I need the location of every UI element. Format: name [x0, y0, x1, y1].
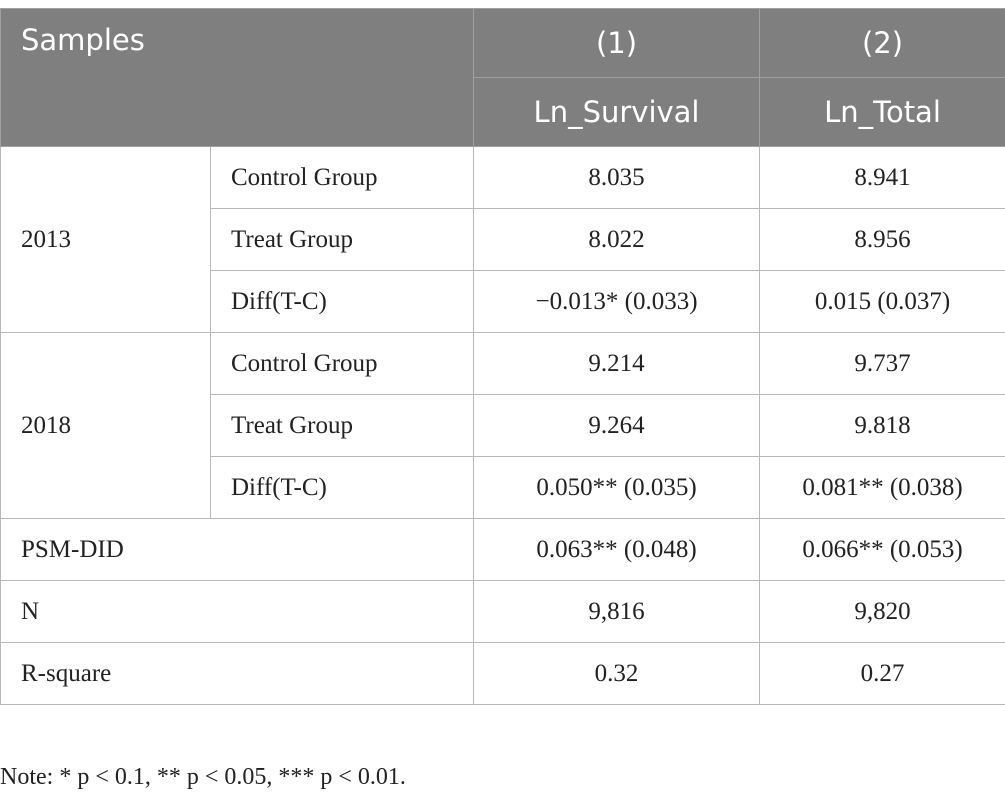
table-row: R-square 0.32 0.27: [0, 642, 1005, 705]
header-samples: Samples: [0, 8, 475, 147]
table-body: 2013 Control Group 8.035 8.941 Treat Group 8.…: [0, 146, 1005, 705]
table-row: Treat Group 9.264 9.818: [1, 394, 1005, 457]
table-row: N 9,816 9,820: [0, 580, 1005, 643]
table-row: PSM-DID 0.063** (0.048) 0.066** (0.053): [0, 518, 1005, 581]
value-cell: 0.066** (0.053): [759, 518, 1005, 581]
value-cell: 0.063** (0.048): [473, 518, 761, 581]
row-label: Treat Group: [209, 208, 475, 271]
value-cell: 9.737: [759, 332, 1005, 395]
value-cell: 0.015 (0.037): [759, 270, 1005, 333]
row-label: Control Group: [209, 146, 475, 209]
table-row: Diff(T-C) 0.050** (0.035) 0.081** (0.038): [1, 456, 1005, 519]
note: Note: * p < 0.1, ** p < 0.05, *** p < 0.…: [0, 764, 406, 790]
value-cell: 8.956: [759, 208, 1005, 271]
value-cell: 8.035: [473, 146, 761, 209]
column-label: Ln_Survival: [473, 77, 761, 147]
row-label: Diff(T-C): [209, 456, 475, 519]
value-cell: 9.264: [473, 394, 761, 457]
row-label: Treat Group: [209, 394, 475, 457]
value-cell: 0.32: [473, 642, 761, 705]
table-row: 2018 Control Group 9.214 9.737: [0, 332, 1005, 519]
table-row: Treat Group 8.022 8.956: [1, 208, 1005, 271]
row-label: Control Group: [209, 332, 475, 395]
value-cell: 9.818: [759, 394, 1005, 457]
group-year: 2018: [0, 332, 211, 519]
value-cell: −0.013* (0.033): [473, 270, 761, 333]
column-number: (1): [473, 8, 761, 78]
value-cell: 8.022: [473, 208, 761, 271]
row-label: N: [0, 580, 475, 643]
row-label: Diff(T-C): [209, 270, 475, 333]
row-label: PSM-DID: [0, 518, 475, 581]
column-label: Ln_Total: [759, 77, 1005, 147]
value-cell: 9,820: [759, 580, 1005, 643]
value-cell: 0.050** (0.035): [473, 456, 761, 519]
value-cell: 9,816: [473, 580, 761, 643]
value-cell: 0.081** (0.038): [759, 456, 1005, 519]
table-row: 2013 Control Group 8.035 8.941: [0, 146, 1005, 333]
column-number: (2): [759, 8, 1005, 78]
results-table: Samples (1) (2) Ln_Survival Ln_Total 201…: [0, 8, 1005, 705]
value-cell: 8.941: [759, 146, 1005, 209]
row-label: R-square: [0, 642, 475, 705]
value-cell: 0.27: [759, 642, 1005, 705]
group-year: 2013: [0, 146, 211, 333]
value-cell: 9.214: [473, 332, 761, 395]
